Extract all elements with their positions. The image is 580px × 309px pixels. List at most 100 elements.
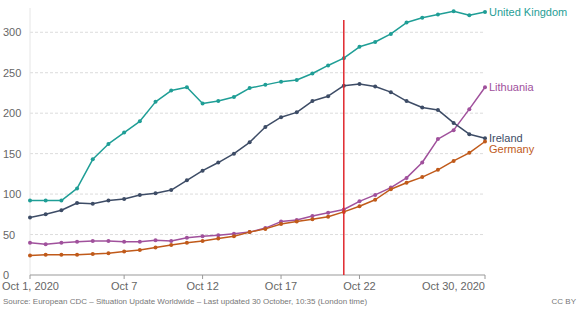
- series-point: [357, 45, 361, 49]
- series-point: [248, 230, 252, 234]
- grid-line: [30, 72, 485, 73]
- series-point: [91, 202, 95, 206]
- series-point: [295, 110, 299, 114]
- series-point: [326, 94, 330, 98]
- series-point: [75, 253, 79, 257]
- x-tick: [124, 275, 125, 279]
- series-point: [483, 85, 487, 89]
- series-point: [106, 142, 110, 146]
- series-point: [389, 32, 393, 36]
- series-point: [405, 176, 409, 180]
- series-point: [201, 234, 205, 238]
- series-point: [122, 250, 126, 254]
- series-point: [138, 240, 142, 244]
- series-point: [154, 191, 158, 195]
- x-tick-label: Oct 12: [186, 280, 218, 292]
- series-point: [452, 9, 456, 13]
- series-point: [279, 80, 283, 84]
- series-point: [483, 140, 487, 144]
- series-point: [326, 211, 330, 215]
- series-point: [248, 230, 252, 234]
- series-point: [91, 157, 95, 161]
- series-point: [357, 199, 361, 203]
- series-point: [420, 161, 424, 165]
- series-point: [452, 121, 456, 125]
- y-axis-line: [30, 8, 31, 275]
- series-point: [436, 108, 440, 112]
- series-point: [420, 106, 424, 110]
- series-point: [44, 253, 48, 257]
- x-tick-label: Oct 22: [343, 280, 375, 292]
- y-tick-label: 200: [3, 107, 21, 119]
- series-point: [263, 227, 267, 231]
- series-point: [216, 99, 220, 103]
- series-point: [91, 239, 95, 243]
- series-point: [28, 254, 32, 258]
- plot-area: [28, 9, 487, 275]
- series-point: [59, 253, 63, 257]
- x-tick: [359, 275, 360, 279]
- series-point: [122, 240, 126, 244]
- series-point: [232, 95, 236, 99]
- series-point: [59, 199, 63, 203]
- y-tick-label: 250: [3, 67, 21, 79]
- series-point: [326, 215, 330, 219]
- series-point: [75, 186, 79, 190]
- series-line: [30, 87, 485, 244]
- series-point: [295, 78, 299, 82]
- license-note: CC BY: [552, 297, 577, 306]
- grid-line: [30, 234, 485, 235]
- series-point: [122, 131, 126, 135]
- series-point: [232, 152, 236, 156]
- series-point: [389, 90, 393, 94]
- series-point: [106, 199, 110, 203]
- series-point: [248, 86, 252, 90]
- series-point: [169, 89, 173, 93]
- series-point: [405, 181, 409, 185]
- chart: 050100150200250300Oct 1, 2020Oct 7Oct 12…: [0, 0, 580, 309]
- series-point: [467, 151, 471, 155]
- series-point: [263, 125, 267, 129]
- series-point: [436, 12, 440, 16]
- grid-line: [30, 32, 485, 33]
- series-point: [405, 99, 409, 103]
- reference-line: [343, 20, 345, 275]
- y-tick-label: 150: [3, 148, 21, 160]
- legend-label: United Kingdom: [489, 6, 567, 18]
- series-point: [122, 197, 126, 201]
- x-tick-label: Oct 17: [265, 280, 297, 292]
- series-point: [232, 234, 236, 238]
- y-tick-label: 50: [3, 229, 15, 241]
- series-point: [405, 21, 409, 25]
- series-point: [310, 99, 314, 103]
- series-point: [185, 241, 189, 245]
- series-point: [28, 216, 32, 220]
- series-point: [201, 169, 205, 173]
- series-point: [154, 100, 158, 104]
- legend-label: Lithuania: [489, 81, 535, 93]
- series-point: [185, 178, 189, 182]
- series-point: [452, 159, 456, 163]
- series-point: [154, 238, 158, 242]
- series-point: [263, 226, 267, 230]
- series-point: [75, 201, 79, 205]
- series-point: [420, 16, 424, 20]
- series-point: [201, 239, 205, 243]
- x-tick: [485, 275, 486, 279]
- x-tick: [30, 275, 31, 279]
- grid-line: [30, 194, 485, 195]
- x-axis-line: [30, 275, 485, 276]
- series-point: [373, 84, 377, 88]
- y-tick-label: 100: [3, 188, 21, 200]
- series-point: [263, 83, 267, 87]
- series-line: [30, 84, 485, 218]
- x-tick-label: Oct 7: [111, 280, 137, 292]
- series-point: [452, 128, 456, 132]
- series-point: [420, 175, 424, 179]
- source-note: Source: European CDC – Situation Update …: [3, 297, 367, 306]
- series-point: [185, 236, 189, 240]
- series-point: [169, 243, 173, 247]
- series-point: [185, 85, 189, 89]
- series-point: [138, 248, 142, 252]
- series-point: [59, 241, 63, 245]
